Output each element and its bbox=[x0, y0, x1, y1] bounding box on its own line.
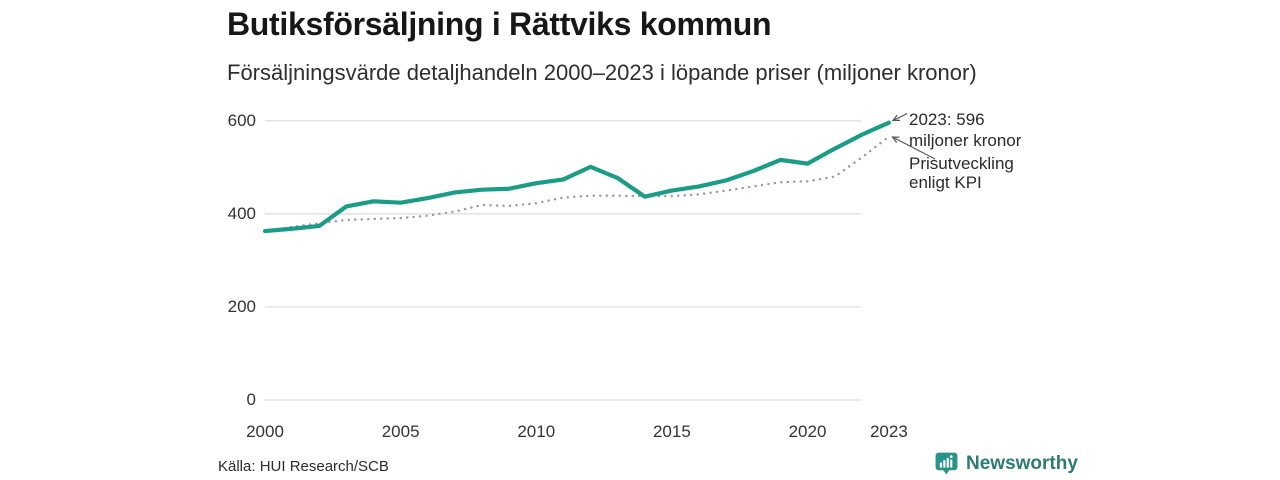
y-tick-label-600: 600 bbox=[227, 110, 256, 130]
annotation-latest-value-line2: miljoner kronor bbox=[909, 131, 1022, 150]
annotation-kpi-label: Prisutveckling enligt KPI bbox=[909, 154, 1014, 192]
kpi-dotted-line bbox=[263, 135, 891, 233]
annotation-latest-value: 2023: 596 miljoner kronor bbox=[909, 109, 1021, 151]
x-tick-label-2015: 2015 bbox=[652, 422, 691, 441]
newsworthy-logo-text: Newsworthy bbox=[966, 453, 1078, 474]
y-tick-label-400: 400 bbox=[227, 203, 256, 223]
x-tick-label-2000: 2000 bbox=[246, 422, 284, 441]
annotation-arrowhead bbox=[891, 114, 901, 122]
x-tick-label-2020: 2020 bbox=[788, 422, 827, 441]
source-credit: Källa: HUI Research/SCB bbox=[218, 458, 389, 475]
x-tick-label-2005: 2005 bbox=[381, 422, 420, 441]
x-tick-label-2023: 2023 bbox=[869, 422, 908, 441]
annotation-kpi-label-line2: enligt KPI bbox=[909, 172, 982, 192]
x-tick-label-2010: 2010 bbox=[517, 422, 556, 441]
annotation-arrow bbox=[892, 136, 936, 160]
chart-subtitle: Försäljningsvärde detaljhandeln 2000–202… bbox=[227, 60, 977, 85]
annotation-arrowhead bbox=[891, 136, 900, 143]
sales-line bbox=[262, 120, 891, 234]
y-tick-label-200: 200 bbox=[227, 296, 256, 316]
annotation-kpi-label-line1: Prisutveckling bbox=[909, 154, 1014, 173]
annotation-latest-value-line1: 2023: 596 bbox=[909, 110, 985, 129]
newsworthy-logo-icon bbox=[935, 452, 958, 475]
chart-title: Butiksförsäljning i Rättviks kommun bbox=[227, 6, 772, 42]
y-tick-label-0: 0 bbox=[246, 390, 256, 409]
newsworthy-logo[interactable]: Newsworthy bbox=[934, 451, 1078, 476]
